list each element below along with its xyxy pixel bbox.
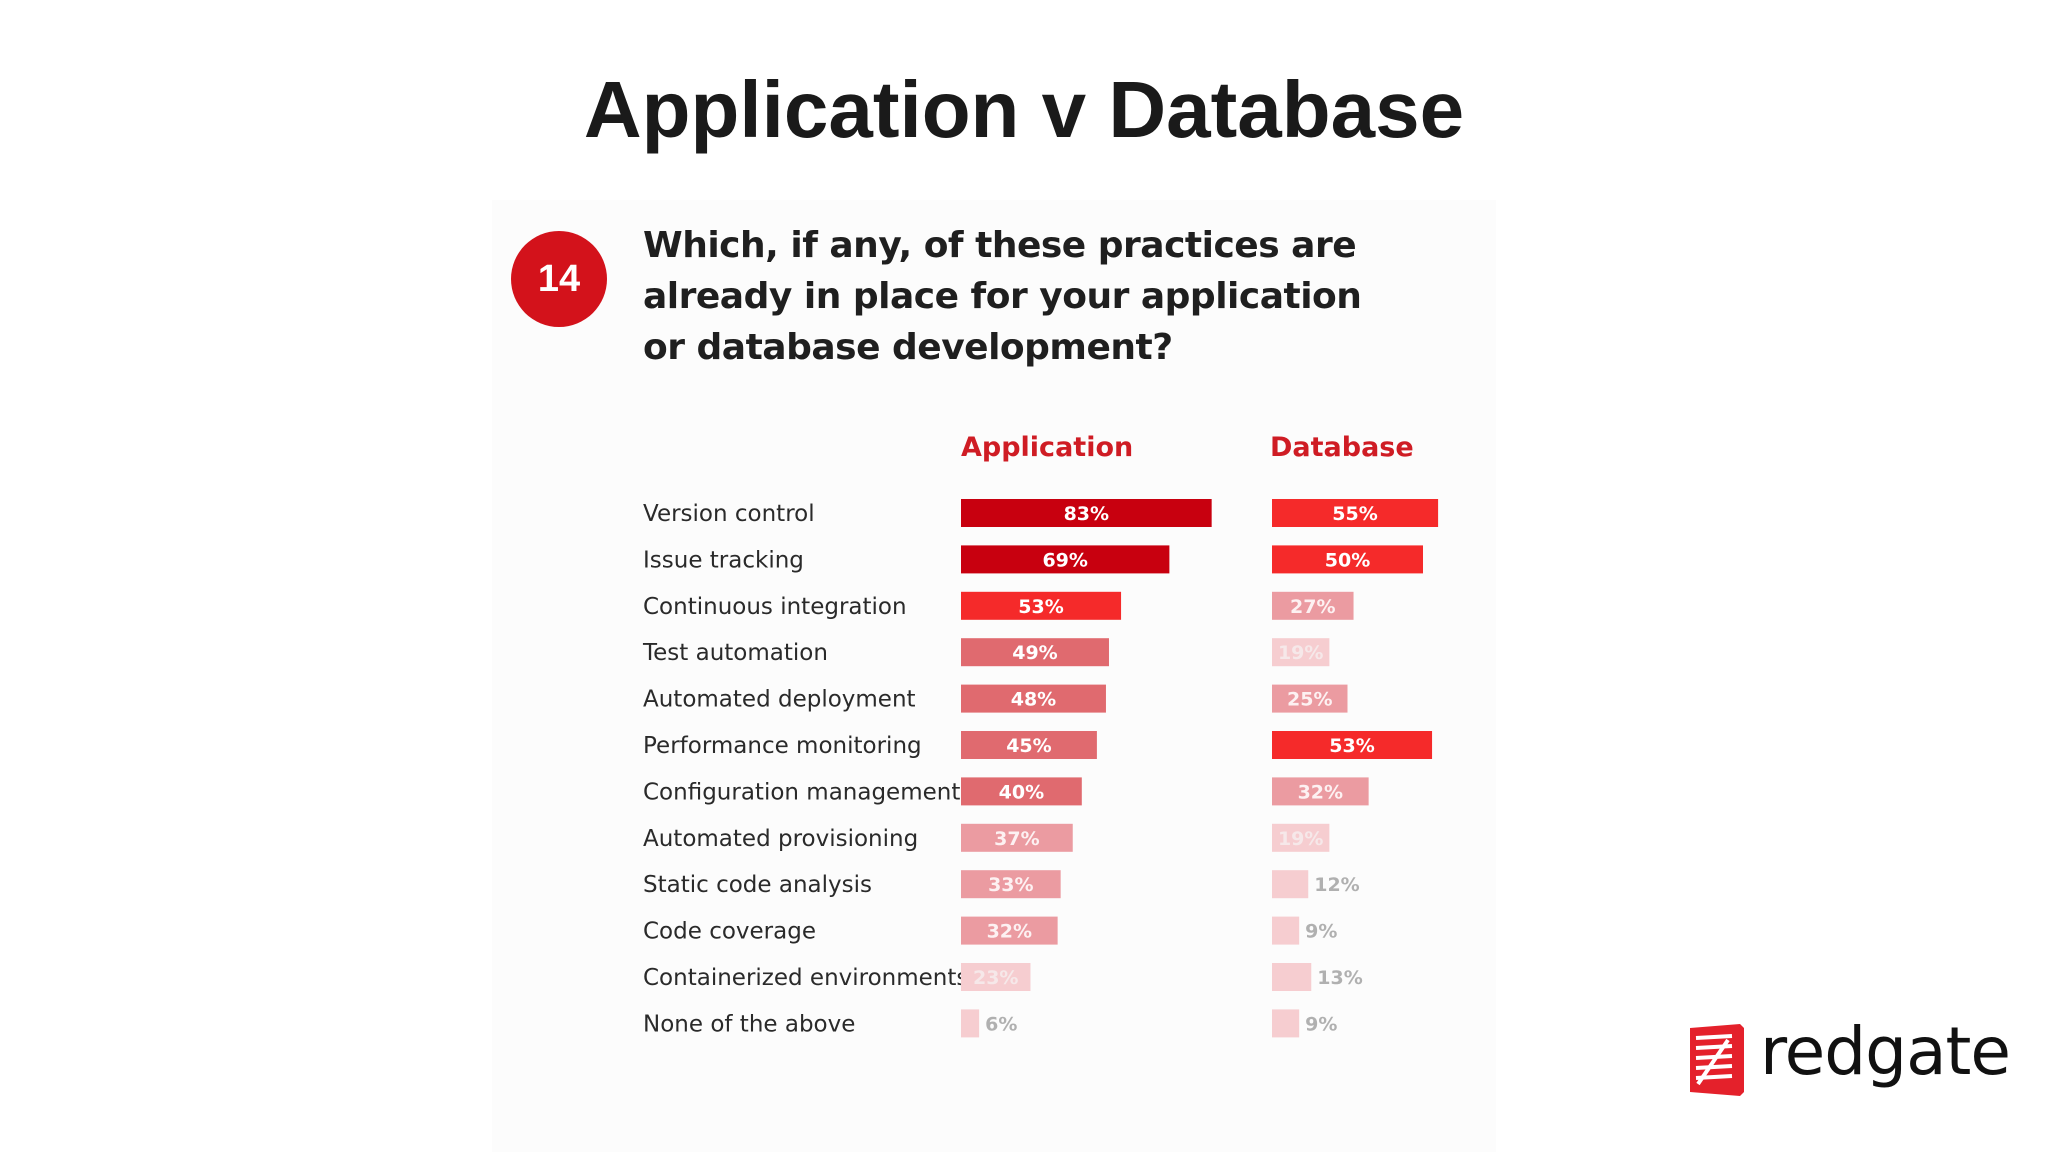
application-column-header: Application bbox=[961, 432, 1134, 463]
database-value-label: 19% bbox=[1278, 642, 1323, 664]
application-bar bbox=[961, 638, 1109, 667]
database-bar bbox=[1272, 638, 1330, 667]
category-label: Continuous integration bbox=[643, 594, 907, 620]
database-bar bbox=[1272, 1009, 1300, 1038]
category-label: Automated provisioning bbox=[643, 826, 918, 852]
application-value-label: 69% bbox=[1042, 549, 1087, 571]
application-value-label: 6% bbox=[985, 1013, 1017, 1035]
application-bar bbox=[961, 963, 1031, 991]
category-label: Containerized environments bbox=[643, 965, 968, 991]
category-label: Version control bbox=[643, 501, 815, 527]
application-value-label: 49% bbox=[1012, 642, 1057, 664]
database-value-label: 25% bbox=[1287, 689, 1332, 711]
application-value-label: 48% bbox=[1011, 689, 1056, 711]
category-label: Static code analysis bbox=[643, 872, 872, 898]
database-bar bbox=[1272, 499, 1439, 527]
database-value-label: 9% bbox=[1305, 1013, 1337, 1035]
database-value-label: 50% bbox=[1325, 549, 1370, 571]
application-value-label: 40% bbox=[999, 781, 1044, 803]
category-label: Issue tracking bbox=[643, 547, 804, 573]
application-value-label: 37% bbox=[994, 828, 1039, 850]
application-bar bbox=[961, 499, 1212, 527]
category-label: None of the above bbox=[643, 1011, 855, 1037]
application-bar bbox=[961, 870, 1061, 899]
application-value-label: 53% bbox=[1018, 596, 1063, 618]
database-bar bbox=[1272, 916, 1300, 945]
database-bar bbox=[1272, 684, 1348, 713]
category-label: Configuration management bbox=[643, 779, 960, 805]
redgate-logo-icon bbox=[1690, 1024, 1744, 1096]
application-bar bbox=[961, 545, 1170, 574]
database-value-label: 53% bbox=[1329, 735, 1374, 757]
database-value-label: 13% bbox=[1317, 967, 1362, 989]
redgate-wordmark: redgate bbox=[1760, 1013, 2011, 1090]
application-value-label: 45% bbox=[1006, 735, 1051, 757]
database-bar bbox=[1272, 731, 1433, 759]
category-label: Performance monitoring bbox=[643, 733, 922, 759]
database-value-label: 27% bbox=[1290, 596, 1335, 618]
application-value-label: 32% bbox=[987, 921, 1032, 943]
application-bar bbox=[961, 591, 1122, 620]
database-column-header: Database bbox=[1270, 432, 1414, 463]
slide-title: Application v Database bbox=[583, 65, 1465, 154]
database-bar bbox=[1272, 823, 1330, 852]
database-value-label: 55% bbox=[1332, 503, 1377, 525]
database-bar bbox=[1272, 777, 1369, 806]
database-value-label: 19% bbox=[1278, 828, 1323, 850]
question-number-badge: 14 bbox=[511, 231, 607, 327]
database-value-label: 12% bbox=[1314, 874, 1359, 896]
survey-figure bbox=[492, 200, 1496, 1152]
database-value-label: 32% bbox=[1298, 781, 1343, 803]
database-value-label: 9% bbox=[1305, 921, 1337, 943]
application-bar bbox=[961, 684, 1106, 713]
database-bar bbox=[1272, 545, 1423, 574]
application-value-label: 23% bbox=[973, 967, 1018, 989]
application-bar bbox=[961, 1009, 980, 1038]
database-bar bbox=[1272, 963, 1312, 991]
category-label: Code coverage bbox=[643, 919, 816, 945]
application-value-label: 83% bbox=[1064, 503, 1109, 525]
category-label: Test automation bbox=[642, 640, 828, 666]
database-bar bbox=[1272, 870, 1309, 899]
database-bar bbox=[1272, 591, 1354, 620]
application-bar bbox=[961, 916, 1058, 945]
application-bar bbox=[961, 823, 1073, 852]
category-label: Automated deployment bbox=[643, 687, 916, 713]
application-bar bbox=[961, 777, 1082, 806]
application-value-label: 33% bbox=[988, 874, 1033, 896]
question-text: Which, if any, of these practices are al… bbox=[643, 225, 1362, 368]
application-bar bbox=[961, 731, 1097, 759]
